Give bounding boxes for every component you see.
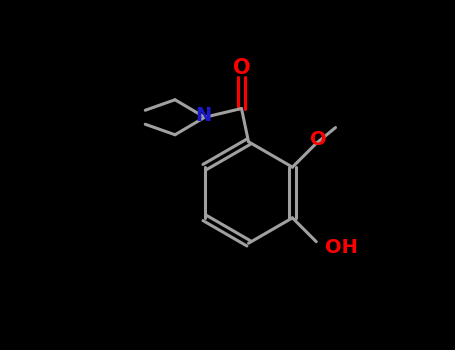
- Text: O: O: [310, 130, 326, 149]
- Text: O: O: [233, 58, 250, 78]
- Text: OH: OH: [325, 238, 358, 258]
- Text: N: N: [195, 106, 211, 125]
